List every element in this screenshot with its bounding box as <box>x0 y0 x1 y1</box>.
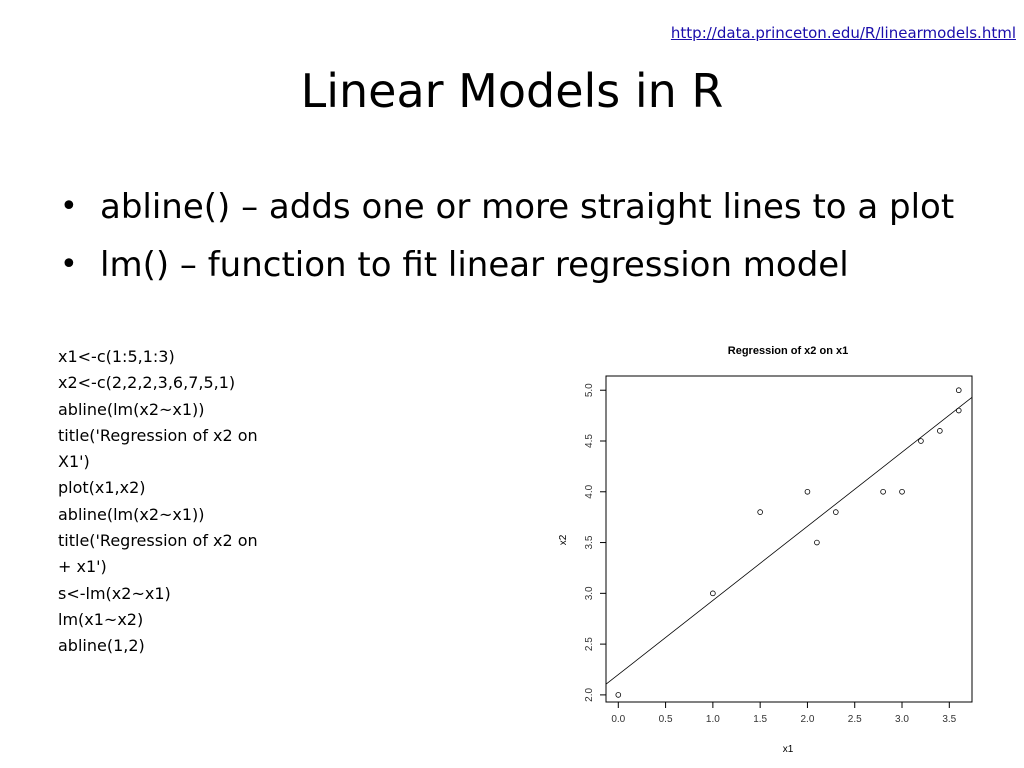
y-tick-label: 4.5 <box>584 434 595 448</box>
code-line: title('Regression of x2 on <box>58 425 258 445</box>
regression-line <box>605 396 973 685</box>
bullet-list: • abline() – adds one or more straight l… <box>56 184 966 330</box>
y-tick-label: 5.0 <box>584 383 595 397</box>
x-tick-label: 2.5 <box>848 714 862 725</box>
scatter-plot-svg: Regression of x2 on x1 x1 x2 0.0 0.5 1.0 1.… <box>558 345 973 755</box>
data-point <box>833 509 839 515</box>
source-link[interactable]: http://data.princeton.edu/R/linearmodels… <box>670 24 1016 42</box>
code-line: abline(1,2) <box>58 636 145 656</box>
x-tick-label: 0.0 <box>611 714 625 725</box>
regression-plot: Regression of x2 on x1 x1 x2 0.0 0.5 1.0 1.… <box>548 336 988 760</box>
x-tick-label: 0.5 <box>659 714 673 725</box>
x-tick-label: 1.0 <box>706 714 720 725</box>
x-axis-label: x1 <box>783 744 794 755</box>
code-line: plot(x1,x2) <box>58 478 146 498</box>
x-tick-label: 3.0 <box>895 714 909 725</box>
y-tick-label: 4.0 <box>584 484 595 498</box>
bullet-text: lm() – function to fit linear regression… <box>100 245 849 285</box>
data-point <box>955 407 962 414</box>
y-axis-label: x2 <box>558 534 569 545</box>
code-line: lm(x1~x2) <box>58 609 144 629</box>
data-point <box>615 692 622 698</box>
data-point <box>899 488 905 495</box>
data-point <box>814 539 820 546</box>
bullet-icon: • <box>60 247 78 282</box>
code-line: abline(lm(x2~x1)) <box>58 399 205 419</box>
y-tick-label: 3.0 <box>584 586 595 600</box>
data-point <box>804 488 811 495</box>
plot-frame <box>605 375 973 703</box>
slide-title: Linear Models in R <box>300 64 724 118</box>
code-line: x1<-c(1:5,1:3) <box>58 347 175 366</box>
y-tick-label: 2.0 <box>584 688 595 702</box>
plot-title: Regression of x2 on x1 <box>728 345 848 357</box>
code-line: abline(lm(x2~x1)) <box>58 504 205 524</box>
bullet-icon: • <box>60 189 78 224</box>
x-tick-label: 2.0 <box>800 714 814 725</box>
r-code-block: x1<-c(1:5,1:3) x2<-c(2,2,2,3,6,7,5,1) ab… <box>58 344 318 660</box>
bullet-abline: • abline() – adds one or more straight l… <box>56 184 966 230</box>
data-point <box>757 509 763 515</box>
data-point <box>918 438 924 444</box>
data-point <box>880 488 886 495</box>
code-line: + x1') <box>58 557 107 577</box>
code-line: title('Regression of x2 on <box>58 531 258 551</box>
code-line: x2<-c(2,2,2,3,6,7,5,1) <box>58 373 236 393</box>
y-tick-label: 2.5 <box>584 637 595 651</box>
x-tick-label: 3.5 <box>942 714 956 725</box>
bullet-text: abline() – adds one or more straight lin… <box>100 187 955 227</box>
x-tick-label: 1.5 <box>753 714 767 725</box>
code-line: X1') <box>58 452 90 472</box>
data-point <box>937 428 943 434</box>
data-point <box>955 387 962 394</box>
data-point <box>710 590 716 597</box>
bullet-lm: • lm() – function to fit linear regressi… <box>56 242 966 288</box>
y-tick-label: 3.5 <box>584 535 595 549</box>
code-line: s<-lm(x2~x1) <box>58 583 171 603</box>
